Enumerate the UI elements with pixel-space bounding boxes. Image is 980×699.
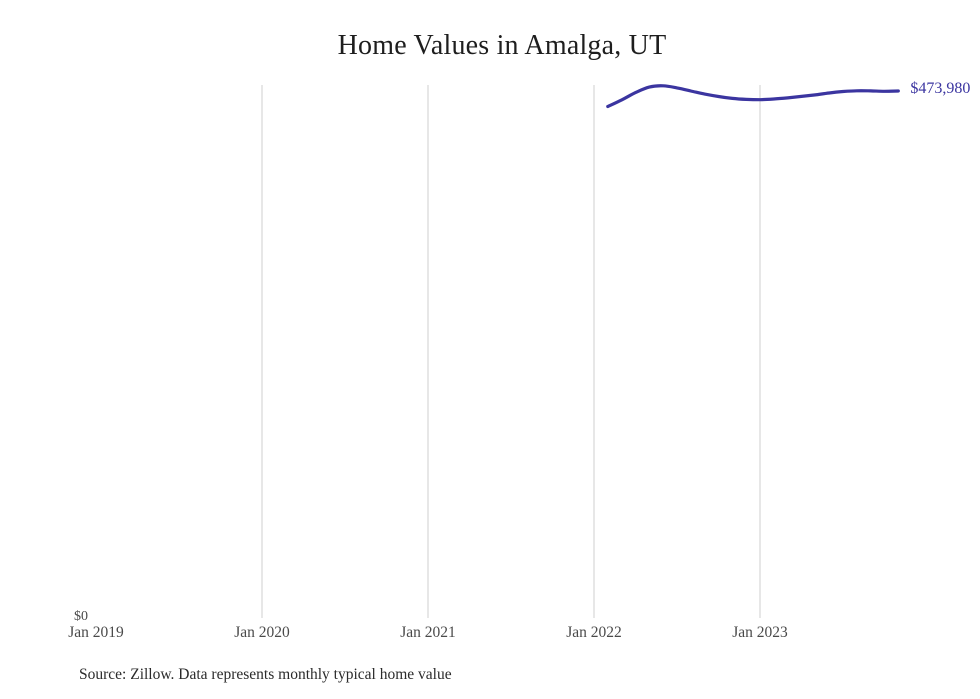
x-axis-label: Jan 2022 — [566, 624, 622, 641]
source-note: Source: Zillow. Data represents monthly … — [79, 666, 452, 683]
x-axis-label: Jan 2020 — [234, 624, 290, 641]
x-axis-label: Jan 2021 — [400, 624, 456, 641]
latest-value-label: $473,980 — [910, 80, 971, 97]
chart-title: Home Values in Amalga, UT — [337, 30, 667, 61]
y-axis-zero-label: $0 — [74, 609, 88, 624]
x-axis-label: Jan 2019 — [68, 624, 124, 641]
home-value-line — [606, 84, 900, 109]
year-gridlines — [261, 85, 761, 618]
x-axis-label: Jan 2023 — [732, 624, 788, 641]
